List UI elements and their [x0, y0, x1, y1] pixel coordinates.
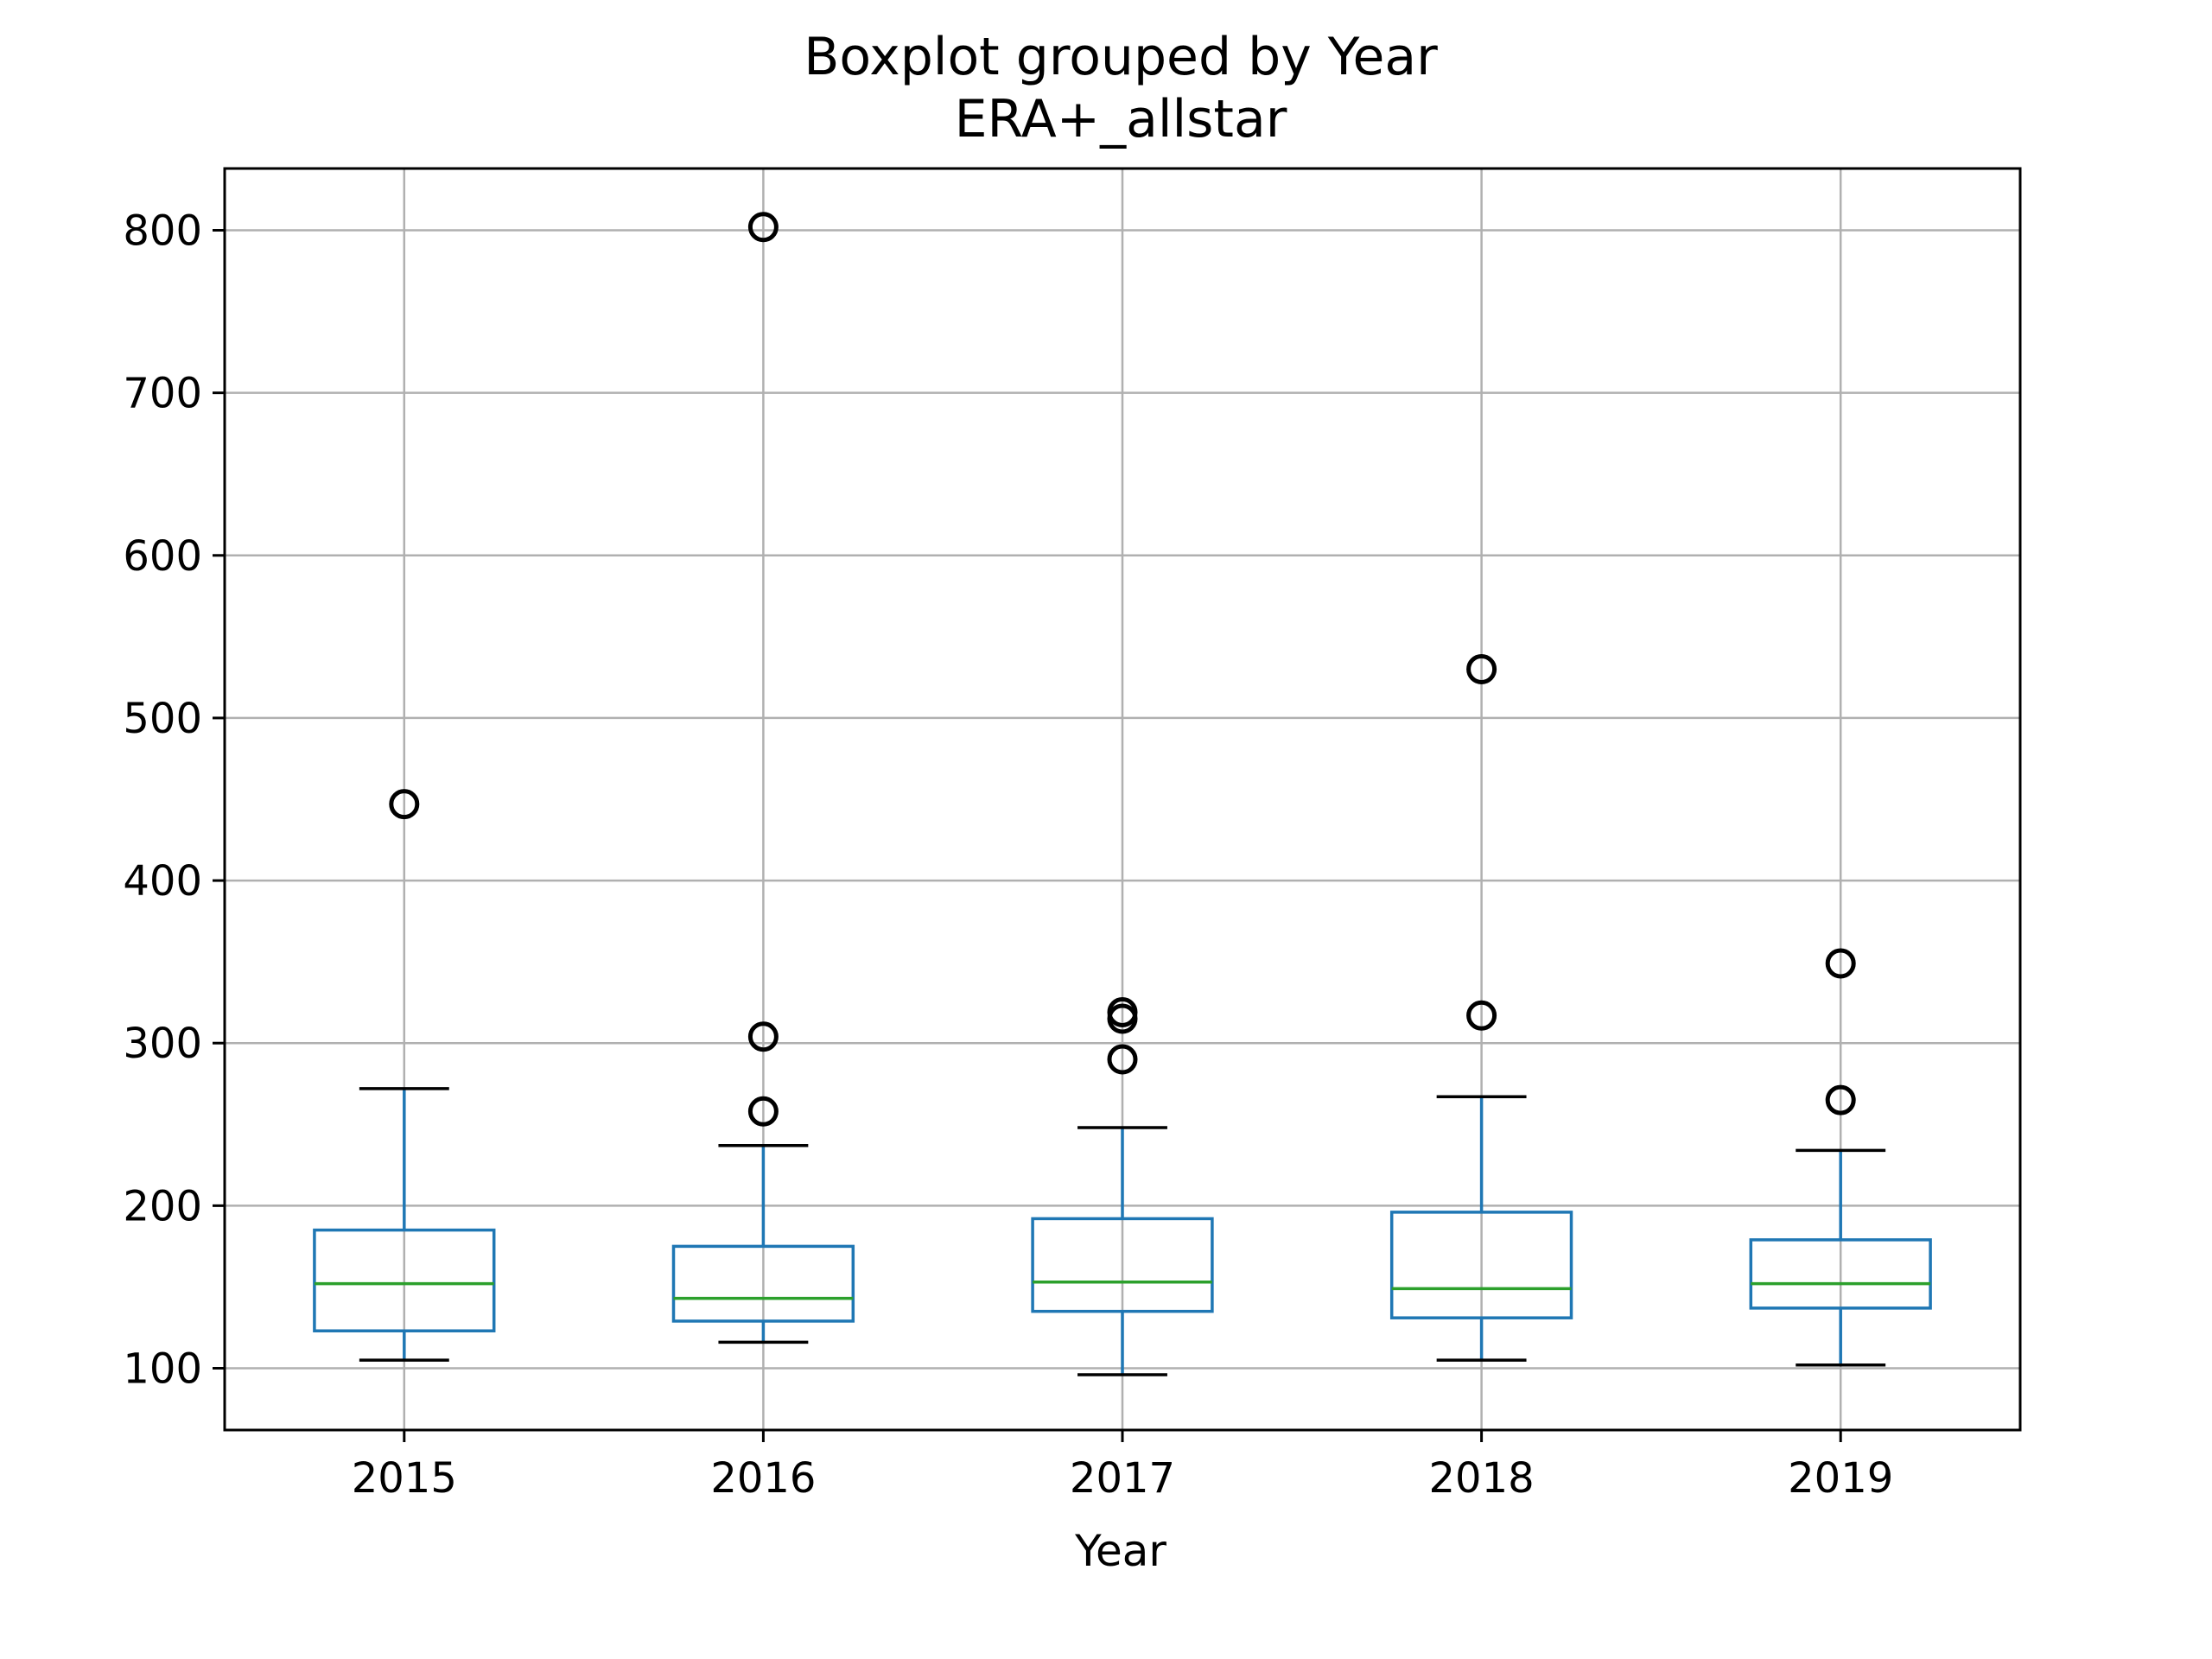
- x-tick-label: 2018: [1429, 1454, 1535, 1503]
- x-tick-label: 2015: [352, 1454, 457, 1503]
- y-tick-label: 100: [123, 1345, 202, 1394]
- y-tick-label: 200: [123, 1182, 202, 1230]
- chart-title: Boxplot grouped by Year: [804, 27, 1438, 87]
- x-axis-label: Year: [1074, 1526, 1166, 1576]
- y-tick-label: 600: [123, 532, 202, 581]
- chart-subtitle: ERA+_allstar: [955, 89, 1287, 149]
- box-group-2019: [1749, 948, 1932, 1367]
- y-tick-label: 500: [123, 695, 202, 743]
- boxes: [313, 212, 1932, 1376]
- outlier-point: [1466, 653, 1497, 684]
- iqr-box: [1749, 1238, 1932, 1310]
- outlier-point: [1825, 948, 1856, 979]
- y-tick-label: 700: [123, 370, 202, 418]
- x-tick-label: 2016: [710, 1454, 816, 1503]
- outlier-point: [1825, 1084, 1856, 1116]
- outlier-point: [1107, 1044, 1138, 1075]
- iqr-box: [1389, 1211, 1573, 1319]
- x-tick-label: 2019: [1788, 1454, 1893, 1503]
- axis-ticks: 100 200 300 400 500 600 700 800 2015 2016 2017 2018…: [123, 207, 1893, 1503]
- y-tick-label: 800: [123, 207, 202, 255]
- box-group-2016: [671, 212, 855, 1344]
- outlier-point: [747, 1021, 779, 1052]
- box-group-2018: [1389, 653, 1573, 1362]
- iqr-box: [671, 1244, 855, 1323]
- outlier-point: [747, 1096, 779, 1127]
- y-tick-label: 400: [123, 857, 202, 906]
- box-group-2015: [313, 789, 496, 1362]
- x-tick-label: 2017: [1070, 1454, 1175, 1503]
- y-tick-label: 300: [123, 1020, 202, 1068]
- box-group-2017: [1031, 996, 1214, 1376]
- outlier-point: [1107, 1003, 1138, 1034]
- outlier-point: [1466, 1000, 1497, 1031]
- outlier-point: [747, 212, 779, 243]
- iqr-box: [1031, 1217, 1214, 1313]
- iqr-box: [313, 1228, 496, 1332]
- outlier-point: [389, 789, 420, 820]
